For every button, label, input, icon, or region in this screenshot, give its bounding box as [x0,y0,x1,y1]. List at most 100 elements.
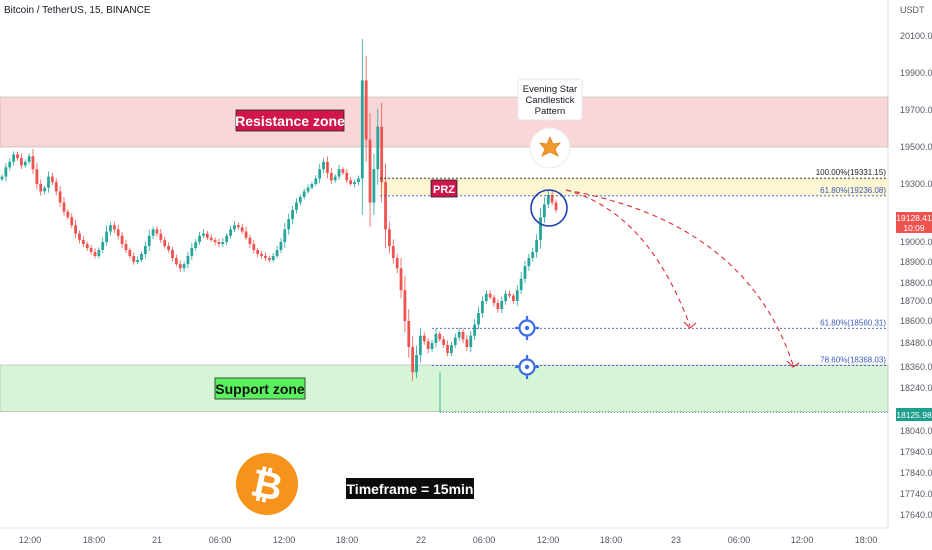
candle-body [275,250,279,256]
candle-body [283,229,287,242]
candle-body [16,154,19,159]
candle-body [0,176,4,180]
candle-body [368,139,372,203]
candle-body [337,169,341,177]
candle-body [287,219,291,230]
support-label-text: Support zone [215,381,305,397]
candle-body [209,237,213,240]
price-tick: 19000.00 [900,237,932,247]
candle-body [477,313,480,325]
candle-body [19,158,23,166]
candle-body [248,237,252,244]
candle-body [279,242,283,250]
prz-label-text: PRZ [433,184,455,196]
arrowheads [683,321,800,368]
time-axis[interactable]: 12:00 18:00 21 06:00 12:00 18:00 22 06:00 12:00 1… [19,535,878,545]
fib-label-618-low: 61.80%(18560.31) [820,318,886,327]
candle-body [535,239,539,252]
candle-body [345,172,349,181]
candle-body [78,233,81,240]
time-tick: 18:00 [83,535,106,545]
candle-body [314,178,318,184]
current-price-badge: 19128.41 10:09 [896,212,932,233]
candle-body [35,169,39,184]
candle-body [120,235,124,244]
candle-body [310,184,314,188]
candle-body [147,235,151,246]
resistance-label[interactable]: Resistance zone [235,109,345,132]
candle-body [399,268,403,291]
price-tick: 18040.00 [900,426,932,436]
target-icon-2[interactable] [515,355,539,379]
price-tick: 18600.00 [900,316,932,326]
candle-body [442,339,446,345]
price-tick: 17840.00 [900,468,932,478]
prz-label[interactable]: PRZ [430,179,458,198]
candle-body [302,191,306,197]
candle-body [112,225,116,230]
candle-body [465,339,469,347]
candle-body [422,335,426,342]
candle-body [508,293,511,296]
price-axis[interactable]: 20100.00 19900.00 19700.00 19500.00 19300.00… [900,31,932,520]
candle-body [89,248,93,252]
candle-body [298,196,302,203]
candle-body [81,239,85,244]
candle-body [453,337,457,345]
candle-body [205,233,209,238]
candle-body [519,278,523,291]
candle-body [364,80,368,140]
candle-body [353,182,356,184]
resistance-zone[interactable] [0,96,889,148]
prz-zone[interactable] [380,178,888,196]
candle-body [492,297,496,303]
candle-body [23,161,27,166]
candle-body [167,246,170,250]
candle-body [271,256,275,260]
time-tick: 06:00 [728,535,751,545]
candle-body [225,235,229,242]
candle-body [531,252,535,258]
candle-body [326,161,329,173]
candle-body [143,246,147,254]
candle-body [124,244,128,250]
candle-body [66,211,70,218]
candle-body [198,235,201,242]
candle-body [380,126,384,183]
price-tick: 17640.00 [900,510,932,520]
candle-body [58,191,62,203]
fib-label-100: 100.00%(19331.15) [816,168,887,177]
support-low-text: 18125.98 [896,410,932,420]
candle-body [295,202,298,210]
candle-body [446,345,449,353]
price-tick: 19500.00 [900,142,932,152]
projection-arrows [565,189,794,366]
candle-body [403,290,407,321]
candle-body [496,303,500,309]
candle-body [391,246,395,258]
target-icon-1[interactable] [515,316,539,340]
candle-body [244,231,248,238]
candle-body [550,195,554,203]
star-icon [529,127,571,169]
support-zone[interactable] [0,364,889,412]
candle-body [554,202,558,210]
candle-body [186,256,190,265]
evening-star-callout[interactable]: Evening Star Candlestick Pattern [517,78,583,121]
timeframe-label[interactable]: Timeframe = 15min [346,478,474,499]
candle-body [357,178,360,183]
time-tick: 06:00 [473,535,496,545]
candle-body [542,204,546,218]
time-tick: 12:00 [537,535,560,545]
candle-body [523,266,527,279]
candle-body [329,172,333,181]
candle-body [527,258,531,267]
candle-body [194,242,198,248]
support-label[interactable]: Support zone [214,377,306,400]
candle-body [140,254,143,260]
candle-body [159,233,163,240]
candle-body [174,258,178,265]
candle-body [341,169,345,173]
candle-body [426,341,430,349]
